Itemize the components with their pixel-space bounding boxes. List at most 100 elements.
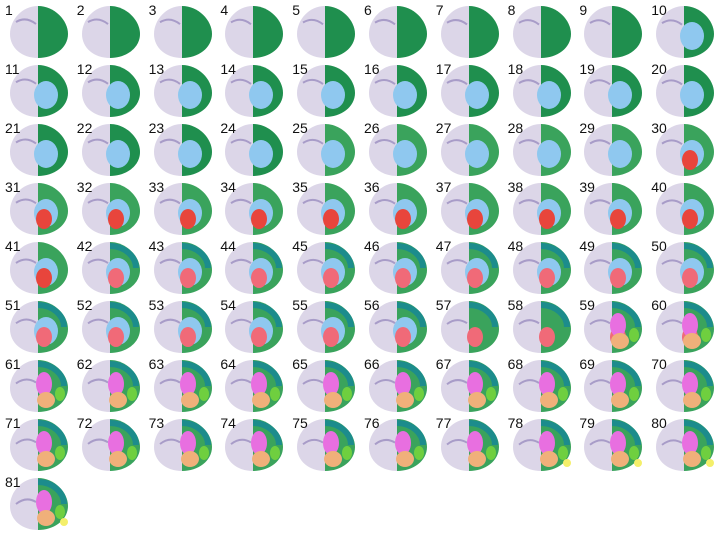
brain-section-image	[225, 65, 284, 117]
brain-section-image	[81, 183, 140, 235]
brain-section-image	[81, 65, 140, 117]
section-number: 79	[579, 415, 595, 431]
brain-section-tile: 32	[74, 179, 146, 239]
brain-section-image	[440, 301, 499, 353]
brain-section-tile: 66	[361, 356, 433, 416]
brain-section-tile: 73	[146, 415, 218, 475]
section-number: 40	[651, 179, 667, 195]
brain-section-tile: 17	[433, 61, 505, 121]
brain-section-image	[10, 242, 68, 294]
brain-section-image	[297, 183, 356, 235]
section-number: 16	[364, 61, 380, 77]
section-number: 74	[220, 415, 236, 431]
brain-section-tile: 14	[217, 61, 289, 121]
brain-section-image	[10, 478, 68, 530]
section-number: 3	[148, 2, 157, 18]
brain-section-tile: 20	[648, 61, 720, 121]
section-number: 15	[292, 61, 308, 77]
brain-section-tile: 5	[289, 2, 361, 62]
brain-section-image	[81, 242, 140, 294]
brain-section-tile: 7	[433, 2, 505, 62]
brain-section-tile: 59	[576, 297, 648, 357]
brain-section-image	[10, 183, 68, 235]
brain-section-tile: 43	[146, 238, 218, 298]
brain-section-image	[369, 124, 427, 176]
section-number: 1	[5, 2, 13, 18]
brain-section-tile: 75	[289, 415, 361, 475]
brain-section-tile: 35	[289, 179, 361, 239]
brain-section-tile: 56	[361, 297, 433, 357]
section-number: 53	[148, 297, 165, 313]
section-number: 56	[364, 297, 380, 313]
brain-section-tile: 58	[505, 297, 577, 357]
brain-section-tile: 54	[217, 297, 289, 357]
brain-section-image	[369, 65, 427, 117]
brain-section-image	[10, 301, 68, 353]
brain-section-image	[584, 360, 643, 412]
section-number: 32	[76, 179, 93, 195]
section-number: 54	[220, 297, 236, 313]
brain-section-image	[656, 301, 715, 353]
brain-section-image	[369, 6, 427, 58]
brain-section-tile: 63	[146, 356, 218, 416]
brain-section-image	[369, 242, 427, 294]
brain-section-tile: 30	[648, 120, 720, 180]
brain-section-tile: 72	[74, 415, 146, 475]
section-number: 78	[507, 415, 524, 431]
brain-section-image	[512, 242, 571, 294]
brain-section-tile: 61	[2, 356, 74, 416]
brain-section-tile: 42	[74, 238, 146, 298]
brain-section-tile: 3	[146, 2, 218, 62]
brain-section-tile: 45	[289, 238, 361, 298]
brain-section-tile: 40	[648, 179, 720, 239]
section-number: 28	[507, 120, 524, 136]
brain-section-tile: 23	[146, 120, 218, 180]
brain-section-image	[81, 301, 140, 353]
section-number: 30	[651, 120, 667, 136]
section-number: 38	[507, 179, 524, 195]
brain-section-image	[153, 419, 212, 471]
brain-section-image	[153, 242, 212, 294]
brain-section-tile: 16	[361, 61, 433, 121]
brain-section-image	[512, 124, 571, 176]
section-number: 24	[220, 120, 236, 136]
section-number: 31	[5, 179, 21, 195]
brain-section-tile: 26	[361, 120, 433, 180]
section-number: 4	[220, 2, 229, 18]
brain-section-image	[81, 6, 140, 58]
brain-section-image	[225, 6, 284, 58]
brain-section-image	[297, 65, 356, 117]
brain-section-tile: 51	[2, 297, 74, 357]
section-number: 61	[5, 356, 21, 372]
brain-section-tile: 62	[74, 356, 146, 416]
section-number: 63	[148, 356, 165, 372]
brain-section-tile: 6	[361, 2, 433, 62]
section-number: 57	[435, 297, 452, 313]
brain-section-tile: 78	[505, 415, 577, 475]
brain-section-tile: 38	[505, 179, 577, 239]
brain-section-image	[369, 419, 427, 471]
section-number: 59	[579, 297, 595, 313]
brain-section-tile: 81	[2, 474, 74, 534]
brain-section-image	[297, 6, 356, 58]
brain-section-image	[512, 183, 571, 235]
section-number: 77	[435, 415, 452, 431]
brain-section-image	[584, 301, 643, 353]
section-number: 11	[5, 61, 20, 77]
brain-section-tile: 65	[289, 356, 361, 416]
brain-section-image	[440, 242, 499, 294]
section-number: 35	[292, 179, 308, 195]
brain-section-image	[153, 301, 212, 353]
section-number: 10	[651, 2, 667, 18]
brain-section-tile: 19	[576, 61, 648, 121]
brain-section-image	[10, 124, 68, 176]
brain-section-image	[10, 65, 68, 117]
brain-section-image	[297, 419, 356, 471]
section-number: 43	[148, 238, 165, 254]
section-number: 50	[651, 238, 667, 254]
brain-section-image	[297, 360, 356, 412]
section-number: 5	[292, 2, 300, 18]
brain-section-tile: 60	[648, 297, 720, 357]
brain-section-tile: 1	[2, 2, 74, 62]
brain-section-tile: 24	[217, 120, 289, 180]
